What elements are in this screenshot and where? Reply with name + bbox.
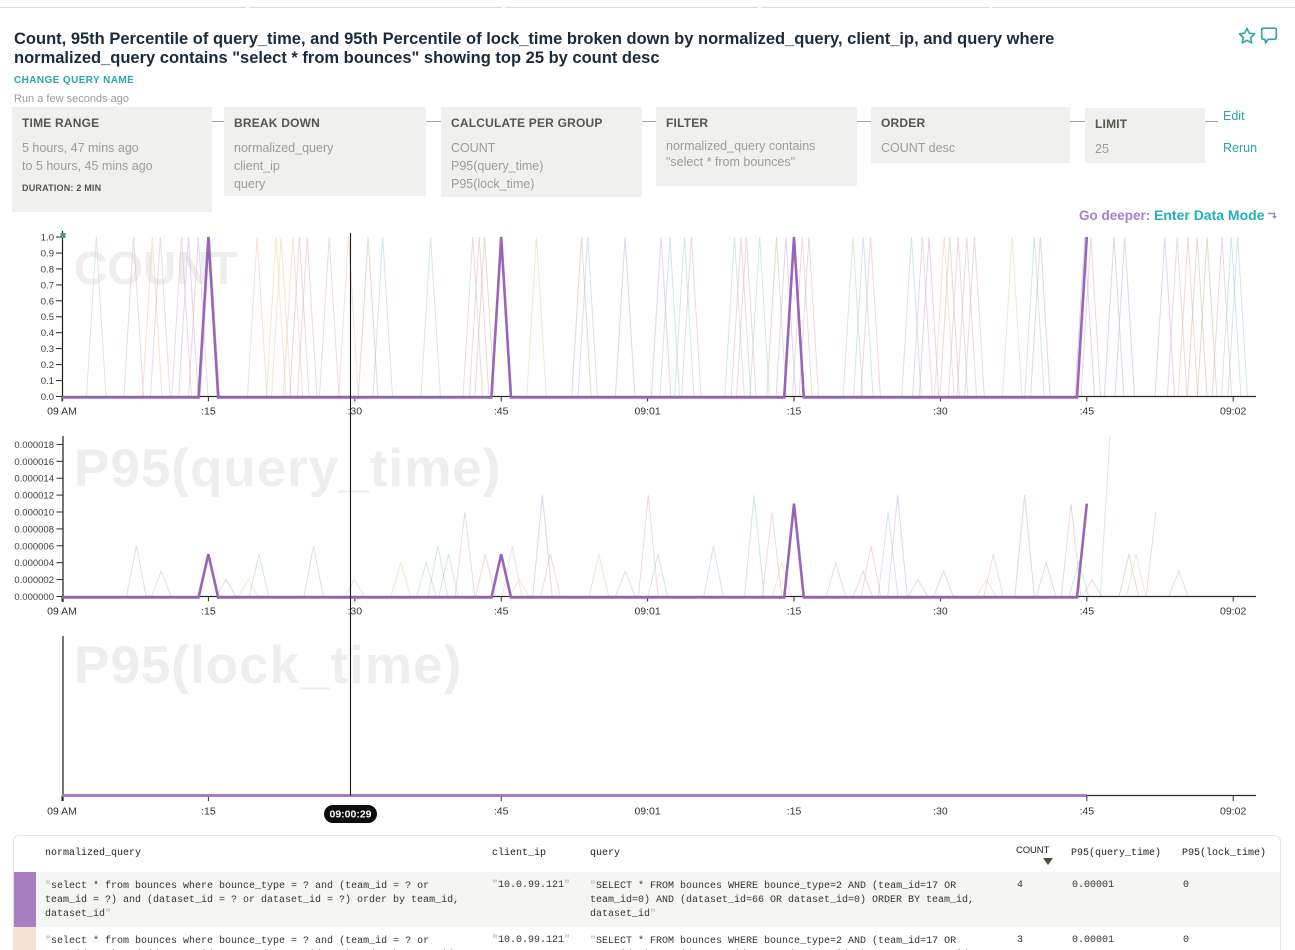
svg-text::45: :45 [1079,806,1094,818]
svg-text:0.000014: 0.000014 [14,474,54,485]
svg-text::15: :15 [787,806,802,818]
svg-text::30: :30 [933,806,948,818]
svg-text:0.9: 0.9 [41,249,54,260]
svg-text::30: :30 [347,606,362,618]
svg-text:0.2: 0.2 [41,360,54,371]
svg-text:0.000008: 0.000008 [14,524,54,535]
svg-text:0.000000: 0.000000 [14,592,54,603]
svg-text:09 AM: 09 AM [47,606,77,618]
svg-text:0.5: 0.5 [41,312,54,323]
svg-text:09:02: 09:02 [1220,406,1246,418]
svg-text:0.8: 0.8 [41,264,54,275]
svg-text::15: :15 [201,606,216,618]
svg-text::15: :15 [787,406,802,418]
svg-text::15: :15 [201,406,216,418]
svg-text::45: :45 [494,606,509,618]
svg-text:0.000016: 0.000016 [14,457,54,468]
svg-text::45: :45 [494,806,509,818]
svg-text::15: :15 [787,606,802,618]
svg-text:09:02: 09:02 [1220,606,1246,618]
svg-text:P95(lock_time): P95(lock_time) [74,636,462,695]
svg-text:0.0: 0.0 [41,392,54,403]
svg-text:0.3: 0.3 [41,344,54,355]
svg-text:09 AM: 09 AM [47,806,77,818]
svg-text:0.000010: 0.000010 [14,508,54,519]
svg-text:0.6: 0.6 [41,296,54,307]
svg-text:0.1: 0.1 [41,376,54,387]
svg-text::45: :45 [1079,406,1094,418]
svg-text:0.000002: 0.000002 [14,575,54,586]
svg-text::30: :30 [933,406,948,418]
svg-text:09:02: 09:02 [1220,806,1246,818]
svg-text:1.0: 1.0 [41,233,54,244]
svg-text:09:01: 09:01 [634,406,660,418]
svg-text:09:01: 09:01 [634,806,660,818]
svg-text:0.000012: 0.000012 [14,491,54,502]
svg-text::45: :45 [494,406,509,418]
svg-text:0.000018: 0.000018 [14,440,54,451]
svg-text::45: :45 [1079,606,1094,618]
svg-text:0.4: 0.4 [41,328,54,339]
svg-text::15: :15 [201,806,216,818]
svg-text:09 AM: 09 AM [47,406,77,418]
svg-text:09:01: 09:01 [634,606,660,618]
svg-text::30: :30 [933,606,948,618]
svg-text:0.7: 0.7 [41,280,54,291]
svg-text:0.000006: 0.000006 [14,541,54,552]
svg-text:P95(query_time): P95(query_time) [74,439,501,498]
svg-text::30: :30 [347,406,362,418]
svg-text:09:00:29: 09:00:29 [329,809,371,821]
svg-text:0.000004: 0.000004 [14,558,54,569]
